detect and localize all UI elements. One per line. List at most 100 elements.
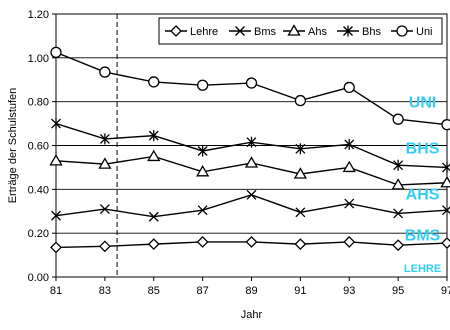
y-tick-label: 1.00 xyxy=(28,53,49,65)
legend-item-bhs: Bhs xyxy=(337,25,381,38)
series-ahs xyxy=(49,149,450,190)
circle-marker xyxy=(148,76,160,88)
x-tick-label: 83 xyxy=(99,285,111,297)
circle-marker xyxy=(343,81,355,94)
x-tick-labels: 81 83 85 87 89 91 93 95 97 xyxy=(50,285,450,297)
y-tick-label: 0.20 xyxy=(28,228,49,240)
legend-item-uni: Uni xyxy=(391,25,433,38)
x-marker xyxy=(246,189,257,200)
diamond-marker xyxy=(50,241,62,254)
legend-label: Lehre xyxy=(190,26,218,38)
x-tick-label: 97 xyxy=(441,285,450,297)
series-annotations: UNI BHS AHS BMS LEHRE xyxy=(404,95,441,275)
x-marker-stroke xyxy=(235,26,245,36)
legend-item-bms: Bms xyxy=(229,26,277,38)
triangle-marker xyxy=(147,149,161,162)
diamond-marker xyxy=(147,238,160,251)
axes xyxy=(52,13,448,281)
diamond-marker xyxy=(196,236,209,248)
x-tick-label: 87 xyxy=(197,285,209,297)
series-annotation-bms: BMS xyxy=(405,227,441,244)
triangle-marker xyxy=(391,178,405,190)
diamond-marker xyxy=(343,236,356,248)
diamond-marker xyxy=(98,240,111,253)
y-tick-labels: 0.00 0.20 0.40 0.60 0.80 1.00 1.20 xyxy=(28,9,49,284)
circle-marker xyxy=(99,66,111,78)
series-annotation-lehre: LEHRE xyxy=(404,263,441,275)
legend-label: Uni xyxy=(416,26,433,38)
series-bhs xyxy=(51,118,450,173)
diamond-marker xyxy=(245,236,258,248)
triangle-marker xyxy=(293,167,308,179)
x-tick-label: 91 xyxy=(294,285,306,297)
y-tick-label: 0.40 xyxy=(28,184,49,196)
legend-label: Bhs xyxy=(362,26,381,38)
x-tick-label: 95 xyxy=(392,285,404,297)
x-marker-stroke xyxy=(246,189,257,200)
x-marker xyxy=(235,26,245,36)
triangle-marker xyxy=(342,160,356,173)
series-annotation-uni: UNI xyxy=(409,95,437,112)
series-uni xyxy=(50,46,450,131)
triangle-marker xyxy=(98,157,112,169)
star-marker xyxy=(393,159,404,171)
x-marker-stroke xyxy=(295,207,306,218)
circle-marker xyxy=(396,25,408,37)
star-marker xyxy=(197,145,208,157)
star-marker xyxy=(442,161,450,173)
star-marker xyxy=(343,25,353,37)
x-marker xyxy=(148,211,159,222)
circle-marker xyxy=(245,77,258,89)
y-tick-label: 1.20 xyxy=(28,9,49,21)
x-marker-stroke xyxy=(442,206,450,216)
y-axis-label: Erträge der Schulstufen xyxy=(7,88,19,204)
x-marker xyxy=(344,198,355,209)
x-marker-stroke xyxy=(148,211,159,222)
star-marker xyxy=(99,133,110,145)
x-tick-label: 93 xyxy=(343,285,355,297)
x-tick-label: 85 xyxy=(148,285,160,297)
series-annotation-bhs: BHS xyxy=(406,141,440,158)
triangle-marker xyxy=(49,154,63,166)
diamond-marker xyxy=(441,237,450,249)
x-marker-stroke xyxy=(393,208,404,219)
triangle-marker xyxy=(287,24,301,36)
circle-marker xyxy=(294,94,307,107)
star-marker xyxy=(344,138,355,150)
x-marker-stroke xyxy=(197,205,208,216)
star-marker xyxy=(51,118,61,130)
plot-frame xyxy=(55,13,448,278)
triangle-marker xyxy=(244,156,259,168)
series-lehre xyxy=(50,236,450,254)
legend-label: Ahs xyxy=(308,26,327,38)
diamond-marker xyxy=(392,239,405,252)
x-marker xyxy=(99,204,110,215)
gridlines xyxy=(56,13,447,234)
y-tick-label: 0.80 xyxy=(28,97,49,109)
x-marker-stroke xyxy=(344,198,355,209)
legend-item-ahs: Ahs xyxy=(283,24,327,38)
x-marker-stroke xyxy=(51,210,61,221)
x-marker xyxy=(295,207,306,218)
x-tick-label: 81 xyxy=(50,285,62,297)
y-tick-label: 0.00 xyxy=(28,272,49,284)
series-line xyxy=(55,194,448,218)
star-marker xyxy=(246,136,257,148)
x-axis-label: Jahr xyxy=(241,309,263,321)
series-bms xyxy=(51,189,450,222)
x-marker xyxy=(393,208,404,219)
legend-label: Bms xyxy=(254,26,277,38)
circle-marker xyxy=(441,119,450,131)
series-lines xyxy=(49,46,450,254)
x-marker xyxy=(197,205,208,216)
circle-marker xyxy=(50,46,62,59)
x-marker-stroke xyxy=(99,204,110,215)
star-marker xyxy=(295,143,306,155)
legend: Lehre Bms Ahs Bhs Uni xyxy=(158,17,443,45)
diamond-marker xyxy=(294,238,307,251)
circle-marker xyxy=(392,113,404,125)
diamond-marker xyxy=(170,25,182,37)
x-tick-label: 89 xyxy=(245,285,257,297)
triangle-marker xyxy=(440,175,450,188)
